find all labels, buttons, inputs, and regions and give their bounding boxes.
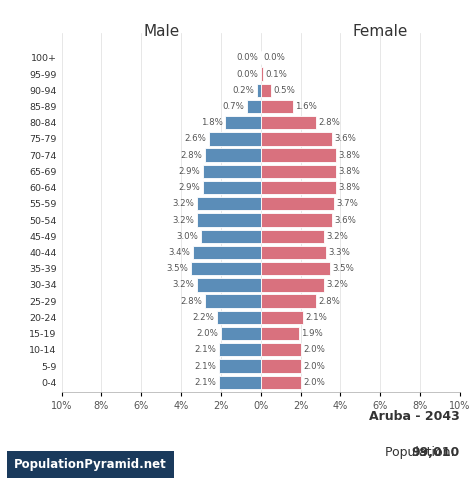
Bar xyxy=(261,149,337,162)
Text: 0.5%: 0.5% xyxy=(273,86,295,95)
Text: 1.9%: 1.9% xyxy=(301,329,323,338)
Bar xyxy=(193,246,261,259)
Bar xyxy=(197,278,261,292)
Text: 3.0%: 3.0% xyxy=(177,232,199,241)
Bar xyxy=(219,343,261,357)
Bar xyxy=(261,262,330,275)
Bar xyxy=(261,278,324,292)
Text: Male: Male xyxy=(143,24,179,39)
Text: 0.7%: 0.7% xyxy=(222,102,245,111)
Text: 2.2%: 2.2% xyxy=(192,313,215,322)
Text: 3.8%: 3.8% xyxy=(339,151,361,160)
Bar xyxy=(261,359,301,373)
Bar xyxy=(261,311,302,324)
Text: 2.0%: 2.0% xyxy=(303,378,325,387)
Text: 3.8%: 3.8% xyxy=(339,183,361,192)
Text: 2.0%: 2.0% xyxy=(303,345,325,354)
Bar xyxy=(261,100,292,113)
Bar xyxy=(197,213,261,227)
Text: Aruba - 2043: Aruba - 2043 xyxy=(369,410,460,423)
Text: 3.4%: 3.4% xyxy=(169,248,191,257)
Bar xyxy=(197,197,261,210)
Bar xyxy=(203,181,261,194)
Text: 2.0%: 2.0% xyxy=(197,329,219,338)
Bar xyxy=(217,311,261,324)
Text: 3.2%: 3.2% xyxy=(173,281,195,289)
Bar xyxy=(219,376,261,389)
Text: 3.6%: 3.6% xyxy=(335,216,356,225)
Bar xyxy=(247,100,261,113)
Text: 0.2%: 0.2% xyxy=(232,86,255,95)
Bar xyxy=(261,84,271,97)
Bar xyxy=(261,376,301,389)
Text: 3.2%: 3.2% xyxy=(173,199,195,208)
Bar xyxy=(261,246,327,259)
Text: PopulationPyramid.net: PopulationPyramid.net xyxy=(14,458,167,471)
Text: 2.1%: 2.1% xyxy=(305,313,327,322)
Text: 2.8%: 2.8% xyxy=(181,151,202,160)
Bar xyxy=(257,84,261,97)
Text: 3.6%: 3.6% xyxy=(335,134,356,143)
Text: 1.8%: 1.8% xyxy=(201,118,222,127)
Text: Population:: Population: xyxy=(385,446,459,459)
Text: 3.2%: 3.2% xyxy=(327,281,349,289)
Text: 3.2%: 3.2% xyxy=(173,216,195,225)
Bar xyxy=(261,197,334,210)
Text: 3.5%: 3.5% xyxy=(167,264,189,273)
Text: 2.8%: 2.8% xyxy=(181,297,202,305)
Text: 99,010: 99,010 xyxy=(411,446,460,459)
Text: 0.1%: 0.1% xyxy=(265,69,287,78)
Bar xyxy=(261,213,332,227)
Bar xyxy=(261,67,263,81)
Bar xyxy=(205,294,261,308)
Bar xyxy=(221,327,261,340)
Text: 2.9%: 2.9% xyxy=(179,183,201,192)
Text: 2.8%: 2.8% xyxy=(319,118,341,127)
Bar xyxy=(261,181,337,194)
Bar xyxy=(261,165,337,178)
Text: 2.6%: 2.6% xyxy=(185,134,207,143)
Text: 2.1%: 2.1% xyxy=(195,361,217,370)
Text: 3.5%: 3.5% xyxy=(333,264,355,273)
Bar xyxy=(261,327,299,340)
Text: 1.6%: 1.6% xyxy=(295,102,317,111)
Text: 3.3%: 3.3% xyxy=(329,248,351,257)
Text: 2.0%: 2.0% xyxy=(303,361,325,370)
Bar xyxy=(261,116,317,130)
Text: 3.8%: 3.8% xyxy=(339,167,361,176)
Bar xyxy=(191,262,261,275)
Text: 2.9%: 2.9% xyxy=(179,167,201,176)
Bar xyxy=(205,149,261,162)
Bar xyxy=(201,229,261,243)
Text: 0.0%: 0.0% xyxy=(263,53,285,62)
Bar xyxy=(219,359,261,373)
Text: Female: Female xyxy=(353,24,408,39)
Text: 2.1%: 2.1% xyxy=(195,378,217,387)
Text: 3.2%: 3.2% xyxy=(327,232,349,241)
Bar xyxy=(225,116,261,130)
Text: 3.7%: 3.7% xyxy=(337,199,359,208)
Text: 0.0%: 0.0% xyxy=(237,53,258,62)
Bar xyxy=(261,294,317,308)
Bar xyxy=(261,229,324,243)
Text: 0.0%: 0.0% xyxy=(237,69,258,78)
Text: 2.1%: 2.1% xyxy=(195,345,217,354)
Text: 2.8%: 2.8% xyxy=(319,297,341,305)
Bar xyxy=(261,132,332,146)
Bar xyxy=(261,343,301,357)
Bar xyxy=(203,165,261,178)
Bar xyxy=(209,132,261,146)
